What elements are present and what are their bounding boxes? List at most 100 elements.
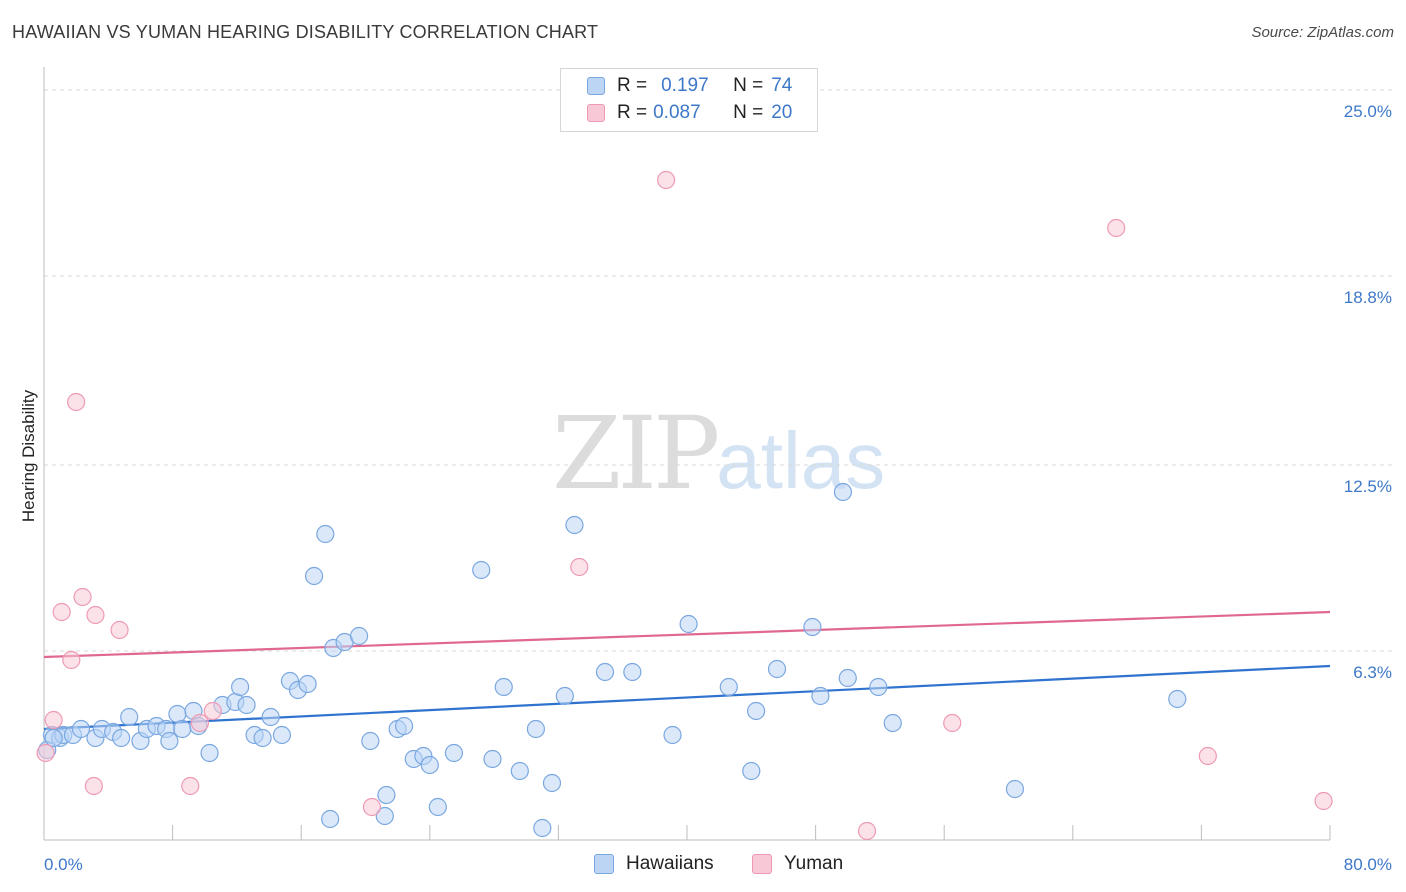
hawaiians-point: [494, 677, 513, 697]
hawaiians-point: [160, 731, 179, 751]
yuman-point: [1107, 218, 1126, 238]
hawaiians-point: [1168, 689, 1187, 709]
hawaiians-point: [377, 785, 396, 805]
hawaiians-point: [742, 761, 761, 781]
hawaiians-point: [444, 743, 464, 763]
hawaiians-point: [623, 662, 642, 682]
hawaiians-point: [394, 716, 414, 736]
hawaiians-point: [679, 614, 698, 634]
watermark: ZIPatlas: [552, 395, 885, 512]
hawaiians-point: [1005, 779, 1025, 799]
y-tick-label: 12.5%: [1344, 477, 1392, 496]
yuman-point: [44, 710, 63, 730]
hawaiians-point: [663, 725, 682, 745]
yuman-point: [73, 587, 92, 607]
r-label: R =: [617, 75, 648, 96]
yuman-point: [1314, 791, 1333, 811]
hawaiians-point: [44, 728, 63, 748]
yuman-point: [1198, 746, 1217, 766]
source-credit: Source: ZipAtlas.com: [1251, 24, 1394, 41]
legend-row-hawaiians: R = 0.197 N = 74: [587, 74, 792, 98]
hawaiians-point: [510, 761, 529, 781]
n-value: 20: [771, 102, 793, 123]
hawaiians-point: [719, 677, 738, 697]
chart-title: HAWAIIAN VS YUMAN HEARING DISABILITY COR…: [12, 22, 599, 42]
hawaiians-point: [811, 686, 830, 706]
hawaiians-point: [361, 731, 380, 751]
legend-yuman: Yuman: [752, 852, 843, 876]
hawaiians-point: [838, 668, 857, 688]
hawaiians-point: [272, 725, 292, 745]
yuman-swatch: [752, 854, 772, 874]
hawaiians-point: [565, 515, 584, 535]
hawaiians-point: [349, 626, 369, 646]
yuman-point: [657, 170, 676, 190]
hawaiians-point: [298, 674, 317, 694]
yuman-point: [110, 620, 129, 640]
r-value: 0.087: [653, 102, 701, 123]
y-tick-label: 6.3%: [1353, 663, 1392, 682]
hawaiians-point: [321, 809, 340, 829]
hawaiians-swatch: [594, 854, 614, 874]
hawaiians-point: [253, 728, 272, 748]
n-label: N =: [733, 75, 764, 96]
data-points: [36, 170, 1333, 841]
trend-lines: [43, 610, 1331, 731]
yuman-point: [62, 650, 81, 670]
legend-hawaiians-label: Hawaiians: [626, 853, 714, 874]
x-tick-label-min: 0.0%: [44, 855, 83, 874]
hawaiians-point: [173, 719, 192, 739]
y-axis-label: Hearing Disability: [19, 389, 38, 522]
watermark-atlas: atlas: [716, 416, 886, 505]
yuman-point: [84, 776, 103, 796]
hawaiians-point: [472, 560, 491, 580]
n-label: N =: [733, 102, 764, 123]
watermark-zip: ZIP: [552, 395, 720, 512]
yuman-point: [86, 605, 105, 625]
hawaiians-point: [168, 704, 187, 724]
hawaiians-point: [555, 686, 574, 706]
hawaiians-trend-line: [43, 664, 1331, 731]
hawaiians-point: [747, 701, 766, 721]
hawaiians-point: [533, 818, 552, 838]
yuman-point: [52, 602, 71, 622]
hawaiians-point: [375, 806, 394, 826]
legend-row-yuman: R = 0.087 N = 20: [587, 101, 792, 125]
r-value: 0.197: [661, 75, 709, 96]
axes: [43, 67, 1331, 841]
yuman-point: [362, 797, 382, 817]
hawaiians-point: [200, 743, 219, 763]
hawaiians-point: [526, 719, 545, 739]
hawaiians-point: [261, 707, 280, 727]
y-tick-label: 18.8%: [1344, 288, 1392, 307]
yuman-point: [943, 713, 962, 733]
hawaiians-point: [483, 749, 502, 769]
r-label: R =: [617, 102, 648, 123]
hawaiians-point: [767, 659, 787, 679]
stats-legend: R = 0.197 N = 74 R = 0.087 N = 20: [560, 68, 818, 132]
yuman-point: [36, 743, 55, 763]
hawaiians-point: [237, 695, 256, 715]
yuman-point: [181, 776, 200, 796]
tick-labels: 6.3% 12.5% 18.8% 25.0% 0.0% 80.0%: [44, 102, 1392, 874]
hawaiians-point: [316, 524, 335, 544]
hawaiians-point: [231, 677, 250, 697]
yuman-point: [857, 821, 877, 841]
hawaiians-point: [71, 719, 91, 739]
hawaiians-point: [595, 662, 615, 682]
hawaiians-point: [833, 482, 853, 502]
n-value: 74: [771, 75, 793, 96]
grid: [44, 89, 1392, 652]
legend-yuman-label: Yuman: [784, 853, 844, 874]
y-tick-label: 25.0%: [1344, 102, 1392, 121]
hawaiians-point: [304, 566, 324, 586]
hawaiians-point: [420, 755, 439, 775]
hawaiians-point: [869, 677, 888, 697]
hawaiians-point: [112, 728, 131, 748]
yuman-point: [67, 392, 86, 412]
yuman-point: [570, 557, 589, 577]
hawaiians-point: [883, 713, 902, 733]
x-tick-label-max: 80.0%: [1344, 855, 1392, 874]
hawaiians-point: [803, 617, 822, 637]
